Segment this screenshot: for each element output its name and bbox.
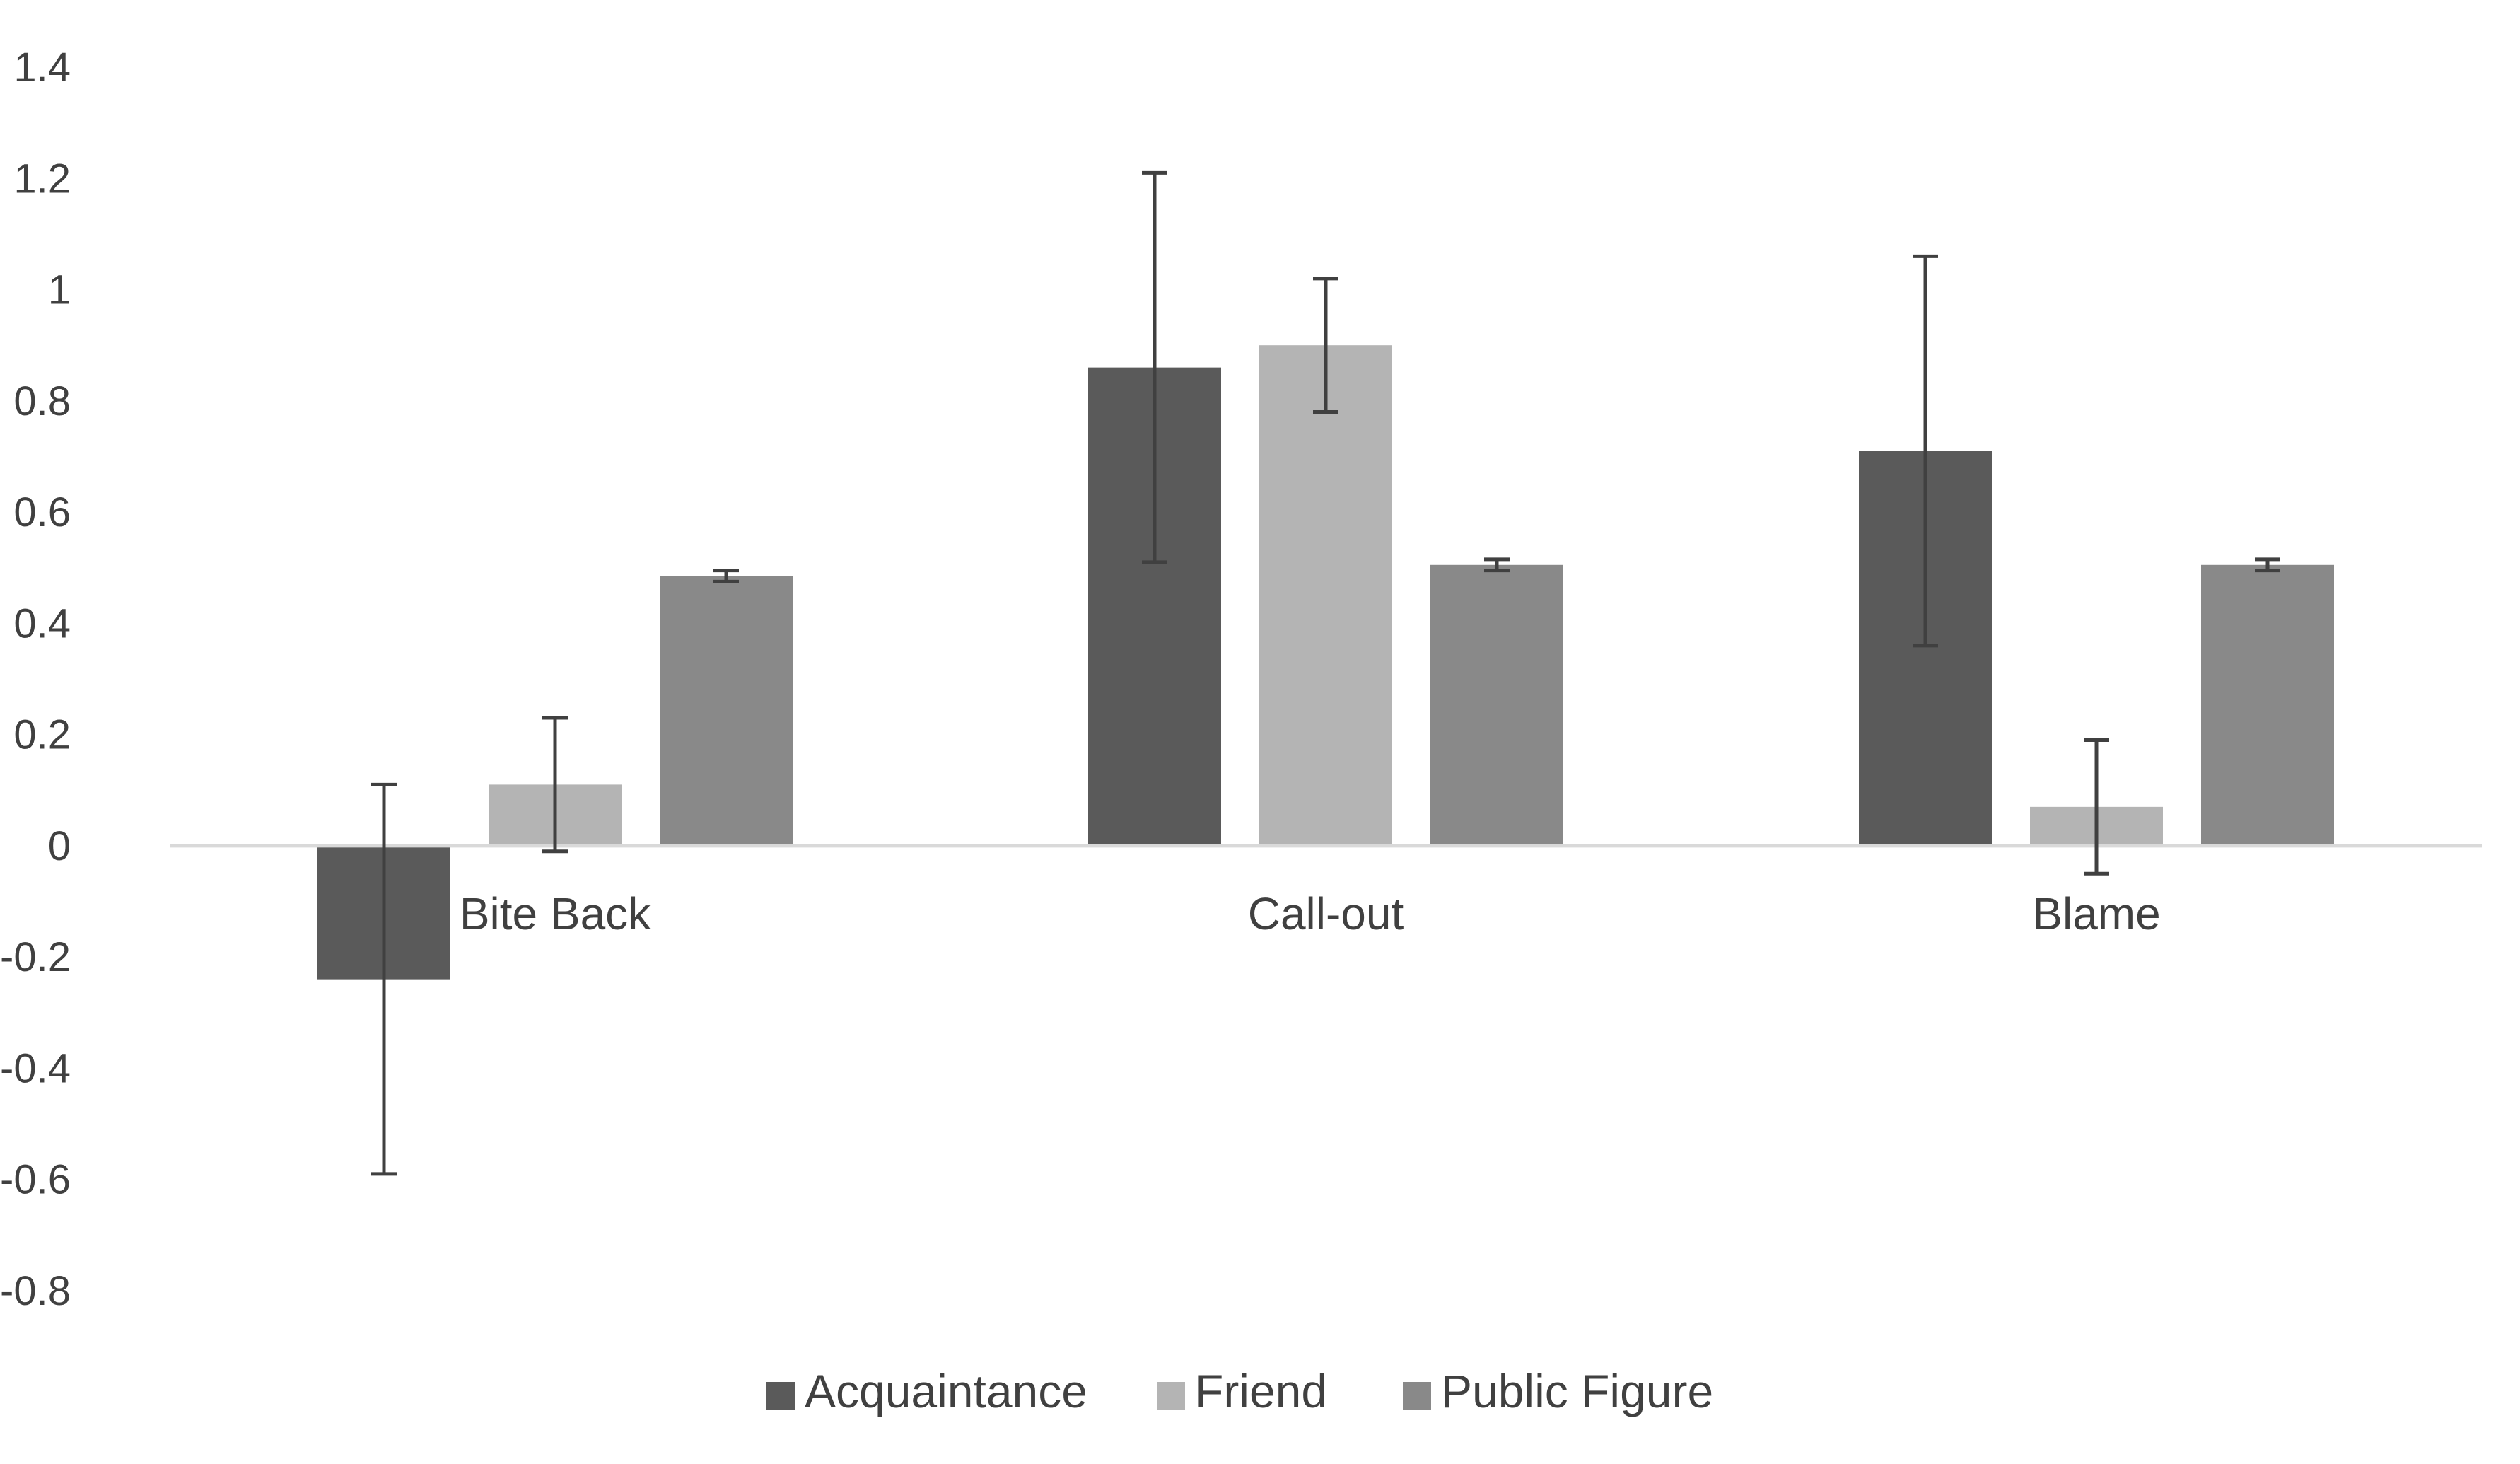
y-tick-label: 0.6 bbox=[13, 489, 71, 535]
legend-swatch bbox=[766, 1382, 795, 1410]
x-category-label: Bite Back bbox=[460, 888, 651, 939]
x-category-label: Call-out bbox=[1248, 888, 1404, 939]
legend-label: Public Figure bbox=[1441, 1365, 1713, 1417]
legend-swatch bbox=[1403, 1382, 1431, 1410]
bars-layer bbox=[317, 345, 2334, 980]
bar-public-figure-blame bbox=[2201, 564, 2334, 846]
y-tick-label: 0.8 bbox=[13, 378, 71, 424]
bar-public-figure-call-out bbox=[1430, 564, 1563, 846]
legend-swatch bbox=[1157, 1382, 1185, 1410]
y-tick-label: 1.2 bbox=[13, 156, 71, 202]
legend-label: Acquaintance bbox=[805, 1365, 1087, 1417]
legend-item-public-figure: Public Figure bbox=[1403, 1365, 1713, 1417]
y-axis-ticks: 1.4 1.2 1 0.8 0.6 0.4 0.2 0 -0.2 -0.4 -0.6 -0.8 bbox=[0, 45, 71, 1314]
y-tick-label: -0.8 bbox=[0, 1268, 71, 1314]
legend-item-friend: Friend bbox=[1157, 1365, 1327, 1417]
y-tick-label: 0.4 bbox=[13, 600, 71, 646]
legend: Acquaintance Friend Public Figure bbox=[766, 1365, 1713, 1417]
y-tick-label: 1.4 bbox=[13, 45, 71, 91]
y-tick-label: -0.6 bbox=[0, 1157, 71, 1203]
x-category-label: Blame bbox=[2032, 888, 2160, 939]
x-axis-category-labels: Bite Back Call-out Blame bbox=[460, 888, 2161, 939]
legend-item-acquaintance: Acquaintance bbox=[766, 1365, 1087, 1417]
y-tick-label: 0.2 bbox=[13, 712, 71, 758]
error-bars-layer bbox=[371, 170, 2280, 1176]
y-tick-label: 0 bbox=[48, 823, 71, 869]
legend-label: Friend bbox=[1195, 1365, 1327, 1417]
bar-friend-call-out bbox=[1259, 345, 1392, 846]
y-tick-label: -0.2 bbox=[0, 934, 71, 980]
y-tick-label: 1 bbox=[48, 267, 71, 313]
bar-public-figure-bite-back bbox=[660, 576, 793, 846]
y-tick-label: -0.4 bbox=[0, 1045, 71, 1091]
